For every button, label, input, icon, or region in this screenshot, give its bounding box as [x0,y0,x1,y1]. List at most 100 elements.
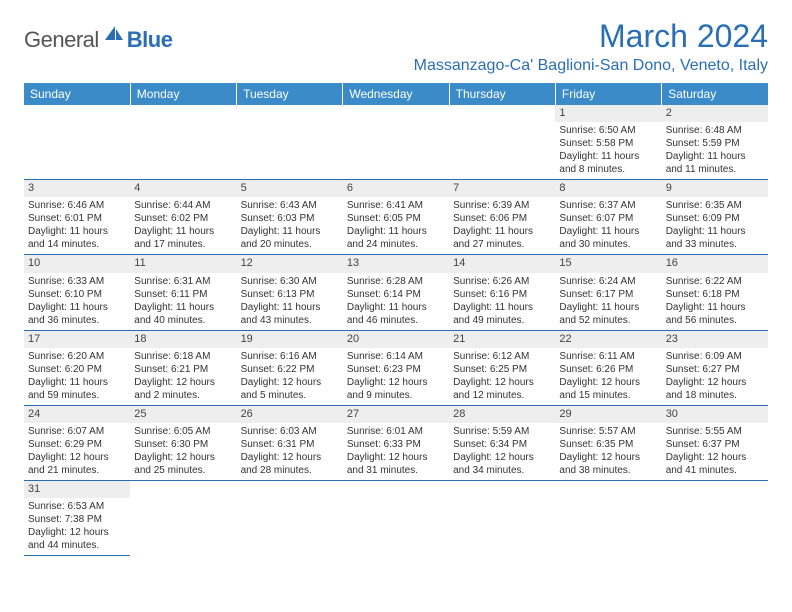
day-details: Sunrise: 6:48 AMSunset: 5:59 PMDaylight:… [662,122,768,179]
daylight-text: Daylight: 11 hours and 17 minutes. [134,225,232,251]
day-details: Sunrise: 6:31 AMSunset: 6:11 PMDaylight:… [130,273,236,330]
calendar-week-row: 1Sunrise: 6:50 AMSunset: 5:58 PMDaylight… [24,105,768,180]
calendar-day-cell: 17Sunrise: 6:20 AMSunset: 6:20 PMDayligh… [24,330,130,405]
sunset-text: Sunset: 5:58 PM [559,137,657,150]
daylight-text: Daylight: 12 hours and 44 minutes. [28,526,126,552]
location-subtitle: Massanzago-Ca' Baglioni-San Dono, Veneto… [414,57,768,75]
day-details: Sunrise: 6:14 AMSunset: 6:23 PMDaylight:… [343,348,449,405]
calendar-day-cell: 15Sunrise: 6:24 AMSunset: 6:17 PMDayligh… [555,255,661,330]
calendar-day-cell: 1Sunrise: 6:50 AMSunset: 5:58 PMDaylight… [555,105,661,180]
weekday-header: Friday [555,83,661,105]
sunset-text: Sunset: 6:35 PM [559,438,657,451]
day-details: Sunrise: 6:16 AMSunset: 6:22 PMDaylight:… [237,348,343,405]
day-details: Sunrise: 6:03 AMSunset: 6:31 PMDaylight:… [237,423,343,480]
daylight-text: Daylight: 12 hours and 25 minutes. [134,451,232,477]
sunset-text: Sunset: 6:27 PM [666,363,764,376]
calendar-day-cell: 18Sunrise: 6:18 AMSunset: 6:21 PMDayligh… [130,330,236,405]
sunset-text: Sunset: 7:38 PM [28,513,126,526]
sunrise-text: Sunrise: 6:12 AM [453,350,551,363]
logo: General Blue [24,18,172,53]
daylight-text: Daylight: 11 hours and 8 minutes. [559,150,657,176]
daylight-text: Daylight: 12 hours and 9 minutes. [347,376,445,402]
calendar-week-row: 24Sunrise: 6:07 AMSunset: 6:29 PMDayligh… [24,405,768,480]
calendar-day-cell [662,480,768,555]
day-details: Sunrise: 6:50 AMSunset: 5:58 PMDaylight:… [555,122,661,179]
daylight-text: Daylight: 11 hours and 11 minutes. [666,150,764,176]
sunset-text: Sunset: 6:06 PM [453,212,551,225]
day-details: Sunrise: 6:41 AMSunset: 6:05 PMDaylight:… [343,197,449,254]
day-details: Sunrise: 5:57 AMSunset: 6:35 PMDaylight:… [555,423,661,480]
day-details: Sunrise: 6:30 AMSunset: 6:13 PMDaylight:… [237,273,343,330]
calendar-day-cell: 8Sunrise: 6:37 AMSunset: 6:07 PMDaylight… [555,180,661,255]
day-details: Sunrise: 6:53 AMSunset: 7:38 PMDaylight:… [24,498,130,555]
weekday-header: Monday [130,83,236,105]
sunrise-text: Sunrise: 6:07 AM [28,425,126,438]
weekday-header: Tuesday [237,83,343,105]
sunrise-text: Sunrise: 6:44 AM [134,199,232,212]
daylight-text: Daylight: 11 hours and 52 minutes. [559,301,657,327]
weekday-header: Thursday [449,83,555,105]
calendar-day-cell: 11Sunrise: 6:31 AMSunset: 6:11 PMDayligh… [130,255,236,330]
daylight-text: Daylight: 12 hours and 21 minutes. [28,451,126,477]
daylight-text: Daylight: 12 hours and 18 minutes. [666,376,764,402]
daylight-text: Daylight: 11 hours and 46 minutes. [347,301,445,327]
sunrise-text: Sunrise: 6:18 AM [134,350,232,363]
day-number: 22 [555,331,661,348]
day-number: 13 [343,255,449,272]
calendar-week-row: 3Sunrise: 6:46 AMSunset: 6:01 PMDaylight… [24,180,768,255]
day-details: Sunrise: 6:44 AMSunset: 6:02 PMDaylight:… [130,197,236,254]
sunrise-text: Sunrise: 6:09 AM [666,350,764,363]
calendar-day-cell: 12Sunrise: 6:30 AMSunset: 6:13 PMDayligh… [237,255,343,330]
month-title: March 2024 [414,18,768,55]
sunrise-text: Sunrise: 6:43 AM [241,199,339,212]
calendar-day-cell: 21Sunrise: 6:12 AMSunset: 6:25 PMDayligh… [449,330,555,405]
day-details: Sunrise: 6:43 AMSunset: 6:03 PMDaylight:… [237,197,343,254]
sunrise-text: Sunrise: 6:53 AM [28,500,126,513]
sunrise-text: Sunrise: 6:24 AM [559,275,657,288]
sunset-text: Sunset: 6:09 PM [666,212,764,225]
day-number: 28 [449,406,555,423]
header: General Blue March 2024 Massanzago-Ca' B… [24,18,768,75]
sunset-text: Sunset: 6:18 PM [666,288,764,301]
calendar-day-cell: 14Sunrise: 6:26 AMSunset: 6:16 PMDayligh… [449,255,555,330]
day-number: 1 [555,105,661,122]
day-number: 2 [662,105,768,122]
sunset-text: Sunset: 6:13 PM [241,288,339,301]
daylight-text: Daylight: 12 hours and 5 minutes. [241,376,339,402]
day-details: Sunrise: 6:07 AMSunset: 6:29 PMDaylight:… [24,423,130,480]
calendar-day-cell: 25Sunrise: 6:05 AMSunset: 6:30 PMDayligh… [130,405,236,480]
day-number: 26 [237,406,343,423]
sunset-text: Sunset: 6:14 PM [347,288,445,301]
sunset-text: Sunset: 6:23 PM [347,363,445,376]
day-details: Sunrise: 6:11 AMSunset: 6:26 PMDaylight:… [555,348,661,405]
day-number: 25 [130,406,236,423]
sunset-text: Sunset: 6:01 PM [28,212,126,225]
day-number: 16 [662,255,768,272]
calendar-week-row: 31Sunrise: 6:53 AMSunset: 7:38 PMDayligh… [24,480,768,555]
calendar-week-row: 17Sunrise: 6:20 AMSunset: 6:20 PMDayligh… [24,330,768,405]
sunrise-text: Sunrise: 5:55 AM [666,425,764,438]
sunrise-text: Sunrise: 6:11 AM [559,350,657,363]
sunset-text: Sunset: 6:25 PM [453,363,551,376]
sunset-text: Sunset: 6:22 PM [241,363,339,376]
calendar-day-cell: 10Sunrise: 6:33 AMSunset: 6:10 PMDayligh… [24,255,130,330]
sunset-text: Sunset: 6:11 PM [134,288,232,301]
day-details: Sunrise: 6:22 AMSunset: 6:18 PMDaylight:… [662,273,768,330]
calendar-day-cell [237,480,343,555]
calendar-day-cell: 30Sunrise: 5:55 AMSunset: 6:37 PMDayligh… [662,405,768,480]
daylight-text: Daylight: 11 hours and 30 minutes. [559,225,657,251]
calendar-day-cell [130,480,236,555]
day-details: Sunrise: 6:01 AMSunset: 6:33 PMDaylight:… [343,423,449,480]
daylight-text: Daylight: 11 hours and 27 minutes. [453,225,551,251]
sunrise-text: Sunrise: 6:33 AM [28,275,126,288]
day-number: 14 [449,255,555,272]
sunset-text: Sunset: 6:17 PM [559,288,657,301]
calendar-day-cell: 5Sunrise: 6:43 AMSunset: 6:03 PMDaylight… [237,180,343,255]
day-number: 27 [343,406,449,423]
sunrise-text: Sunrise: 6:26 AM [453,275,551,288]
day-details: Sunrise: 6:37 AMSunset: 6:07 PMDaylight:… [555,197,661,254]
day-number: 10 [24,255,130,272]
calendar-day-cell: 28Sunrise: 5:59 AMSunset: 6:34 PMDayligh… [449,405,555,480]
calendar-day-cell: 29Sunrise: 5:57 AMSunset: 6:35 PMDayligh… [555,405,661,480]
calendar-day-cell [449,480,555,555]
